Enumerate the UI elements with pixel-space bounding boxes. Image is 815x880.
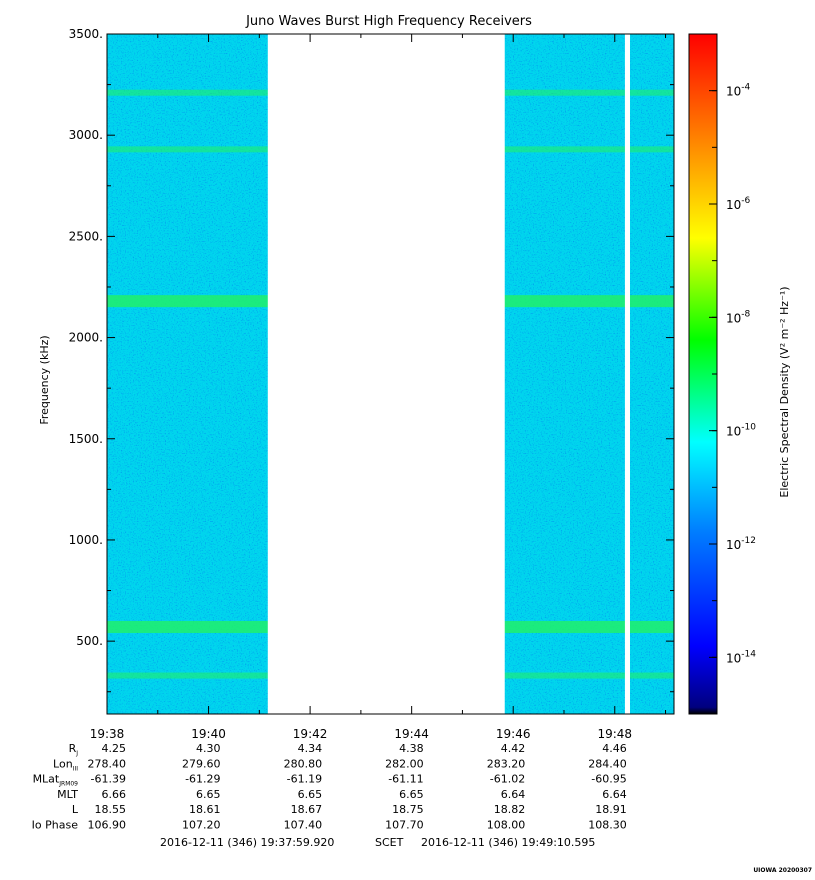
ephemeris-value: 107.40 — [284, 819, 323, 832]
ephemeris-value: -61.29 — [185, 773, 220, 786]
ephemeris-value: 280.80 — [284, 757, 323, 770]
ephemeris-value: -60.95 — [591, 773, 626, 786]
ephemeris-value: 284.40 — [588, 757, 627, 770]
colorbar-tick-label: 10-4 — [726, 83, 751, 99]
ephemeris-value: 6.65 — [298, 788, 323, 801]
ephemeris-value: 4.34 — [298, 742, 323, 755]
ephemeris-value: 6.64 — [602, 788, 627, 801]
x-tick-label: 19:38 — [90, 727, 125, 741]
ephemeris-value: 282.00 — [385, 757, 424, 770]
ephemeris-value: 18.91 — [595, 803, 627, 816]
ephemeris-row-label: L — [72, 803, 79, 816]
ephemeris-value: 6.66 — [102, 788, 127, 801]
ephemeris-value: 108.00 — [487, 819, 526, 832]
y-tick-label: 1500. — [69, 432, 103, 446]
y-tick-label: 500. — [76, 634, 103, 648]
ephemeris-row-label: MLT — [57, 788, 78, 801]
ephemeris-row-label: LonIII — [53, 757, 78, 772]
colorbar-label: Electric Spectral Density (V² m⁻² Hz⁻¹) — [778, 286, 791, 497]
ephemeris-value: -61.02 — [490, 773, 525, 786]
ephemeris-value: 4.30 — [196, 742, 221, 755]
ephemeris-value: 6.65 — [196, 788, 221, 801]
y-axis-label: Frequency (kHz) — [38, 335, 51, 424]
credit-label: UIOWA 20200307 — [753, 867, 812, 874]
data-gap-2 — [624, 34, 630, 714]
y-tick-label: 2500. — [69, 229, 103, 243]
ephemeris-value: 4.38 — [399, 742, 424, 755]
ephemeris-value: 279.60 — [182, 757, 221, 770]
ephemeris-value: 106.90 — [88, 819, 127, 832]
ephemeris-value: 6.65 — [399, 788, 424, 801]
ephemeris-row-label: RJ — [69, 742, 79, 757]
ephemeris-value: 6.64 — [501, 788, 526, 801]
y-tick-label: 1000. — [69, 533, 103, 547]
ephemeris-value: 107.70 — [385, 819, 424, 832]
colorbar-tick-label: 10-14 — [726, 649, 756, 665]
time-start: 2016-12-11 (346) 19:37:59.920 — [160, 836, 334, 849]
ephemeris-value: 4.25 — [102, 742, 127, 755]
x-axis: 19:38 19:40 19:42 19:44 19:46 19:48 — [90, 34, 667, 741]
colorbar-tick-label: 10-12 — [726, 536, 756, 552]
ephemeris-value: 18.82 — [494, 803, 526, 816]
y-axis: 500. 1000. 1500. 2000. 2500. 3000. 3500. — [69, 27, 674, 693]
colorbar-tick-label: 10-8 — [726, 309, 751, 325]
y-tick-label: 2000. — [69, 331, 103, 345]
ephemeris-value: -61.39 — [91, 773, 126, 786]
chart-title: Juno Waves Burst High Frequency Receiver… — [245, 14, 532, 29]
ephemeris-value: 278.40 — [88, 757, 127, 770]
ephemeris-value: 18.67 — [291, 803, 323, 816]
ephemeris-row-label: Io Phase — [32, 819, 79, 832]
x-tick-label: 19:46 — [496, 727, 531, 741]
ephemeris-value: 283.20 — [487, 757, 526, 770]
ephemeris-value: 18.75 — [392, 803, 424, 816]
time-end: 2016-12-11 (346) 19:49:10.595 — [421, 836, 595, 849]
y-tick-label: 3500. — [69, 27, 103, 41]
data-gap-1 — [267, 34, 505, 714]
ephemeris-value: 18.61 — [189, 803, 221, 816]
data-gaps — [267, 34, 630, 714]
ephemeris-value: 18.55 — [95, 803, 127, 816]
ephemeris-value: 4.42 — [501, 742, 526, 755]
x-tick-label: 19:48 — [597, 727, 632, 741]
ephemeris-value: 4.46 — [602, 742, 627, 755]
y-tick-label: 3000. — [69, 128, 103, 142]
colorbar-tick-label: 10-10 — [726, 423, 756, 439]
ephemeris-value: -61.19 — [287, 773, 322, 786]
plot-frame — [106, 33, 675, 715]
x-tick-label: 19:44 — [394, 727, 429, 741]
ephemeris-value: 108.30 — [588, 819, 627, 832]
x-tick-label: 19:40 — [191, 727, 226, 741]
ephemeris-value: 107.20 — [182, 819, 221, 832]
ephemeris-value: -61.11 — [388, 773, 423, 786]
ephemeris-row-label: MLatJRM09 — [33, 773, 79, 788]
x-tick-label: 19:42 — [293, 727, 328, 741]
colorbar-tick-label: 10-6 — [726, 196, 751, 212]
time-separator: SCET — [375, 836, 404, 849]
ephemeris-table: RJ 4.25 4.30 4.34 4.38 4.42 4.46 LonIII 278.40 27… — [32, 742, 627, 832]
